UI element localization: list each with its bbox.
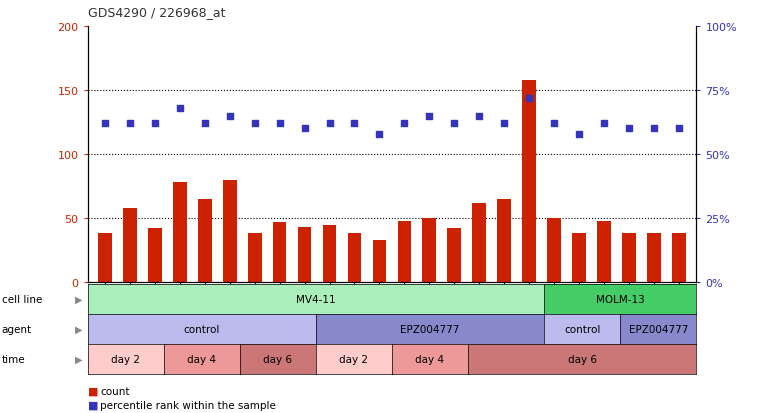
Bar	[422, 218, 436, 282]
Bar	[173, 183, 186, 282]
Text: percentile rank within the sample: percentile rank within the sample	[100, 400, 276, 410]
Text: MV4-11: MV4-11	[296, 294, 336, 304]
Text: day 2: day 2	[339, 354, 368, 364]
Text: agent: agent	[2, 324, 32, 334]
Point	[523, 95, 535, 102]
Bar	[647, 234, 661, 282]
Bar	[397, 221, 411, 282]
Text: day 6: day 6	[568, 354, 597, 364]
Text: ▶: ▶	[75, 294, 82, 304]
Text: EPZ004777: EPZ004777	[629, 324, 688, 334]
Bar	[298, 228, 311, 282]
Point	[349, 121, 361, 127]
Bar	[323, 225, 336, 282]
Bar	[572, 234, 586, 282]
Point	[273, 121, 285, 127]
Point	[124, 121, 136, 127]
Point	[149, 121, 161, 127]
Point	[622, 126, 635, 133]
Bar	[248, 234, 262, 282]
Text: ■: ■	[88, 386, 98, 396]
Text: day 2: day 2	[111, 354, 140, 364]
Point	[473, 113, 486, 120]
Point	[249, 121, 261, 127]
Bar	[522, 81, 536, 282]
Point	[648, 126, 660, 133]
Text: ■: ■	[88, 400, 98, 410]
Text: ▶: ▶	[75, 354, 82, 364]
Point	[598, 121, 610, 127]
Bar	[373, 240, 387, 282]
Point	[448, 121, 460, 127]
Bar	[473, 203, 486, 282]
Point	[174, 105, 186, 112]
Bar	[272, 223, 286, 282]
Text: GDS4290 / 226968_at: GDS4290 / 226968_at	[88, 6, 225, 19]
Text: cell line: cell line	[2, 294, 42, 304]
Text: count: count	[100, 386, 130, 396]
Point	[573, 131, 585, 138]
Bar	[98, 234, 112, 282]
Point	[199, 121, 211, 127]
Bar	[348, 234, 361, 282]
Bar	[597, 221, 611, 282]
Text: control: control	[183, 324, 220, 334]
Point	[398, 121, 410, 127]
Text: EPZ004777: EPZ004777	[400, 324, 460, 334]
Point	[498, 121, 511, 127]
Text: MOLM-13: MOLM-13	[596, 294, 645, 304]
Point	[374, 131, 386, 138]
Text: day 4: day 4	[416, 354, 444, 364]
Bar	[198, 199, 212, 282]
Point	[298, 126, 310, 133]
Point	[224, 113, 236, 120]
Text: time: time	[2, 354, 25, 364]
Point	[548, 121, 560, 127]
Text: day 4: day 4	[187, 354, 216, 364]
Point	[673, 126, 685, 133]
Point	[423, 113, 435, 120]
Bar	[547, 218, 561, 282]
Bar	[223, 180, 237, 282]
Bar	[148, 229, 162, 282]
Point	[99, 121, 111, 127]
Text: control: control	[564, 324, 600, 334]
Bar	[672, 234, 686, 282]
Bar	[498, 199, 511, 282]
Bar	[123, 208, 137, 282]
Point	[323, 121, 336, 127]
Bar	[447, 229, 461, 282]
Bar	[622, 234, 635, 282]
Text: day 6: day 6	[263, 354, 292, 364]
Text: ▶: ▶	[75, 324, 82, 334]
